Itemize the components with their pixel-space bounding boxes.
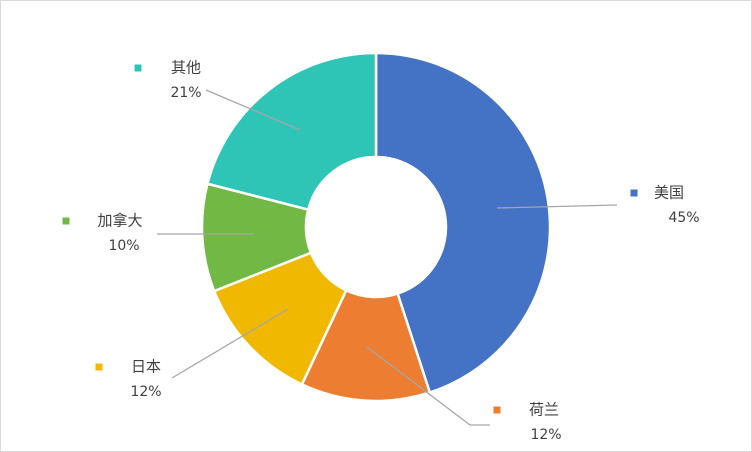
legend-marker xyxy=(134,64,142,72)
leader-line xyxy=(171,308,289,379)
donut-slice xyxy=(374,51,552,395)
value-label: 12% xyxy=(130,384,161,400)
category-label: 其他 xyxy=(171,59,201,77)
value-label: 12% xyxy=(530,427,561,443)
leader-line xyxy=(205,89,301,131)
category-label: 加拿大 xyxy=(97,212,142,230)
category-label: 美国 xyxy=(654,184,684,202)
value-label: 21% xyxy=(170,85,201,101)
category-label: 日本 xyxy=(131,358,161,376)
value-label: 10% xyxy=(108,238,139,254)
value-label: 45% xyxy=(668,210,699,226)
legend-marker xyxy=(62,217,70,225)
legend-marker xyxy=(630,189,638,197)
donut-slice xyxy=(205,51,378,212)
leader-line xyxy=(366,346,490,426)
legend-marker xyxy=(493,406,501,414)
category-label: 荷兰 xyxy=(529,401,559,419)
legend-marker xyxy=(95,363,103,371)
leader-line xyxy=(496,204,618,209)
